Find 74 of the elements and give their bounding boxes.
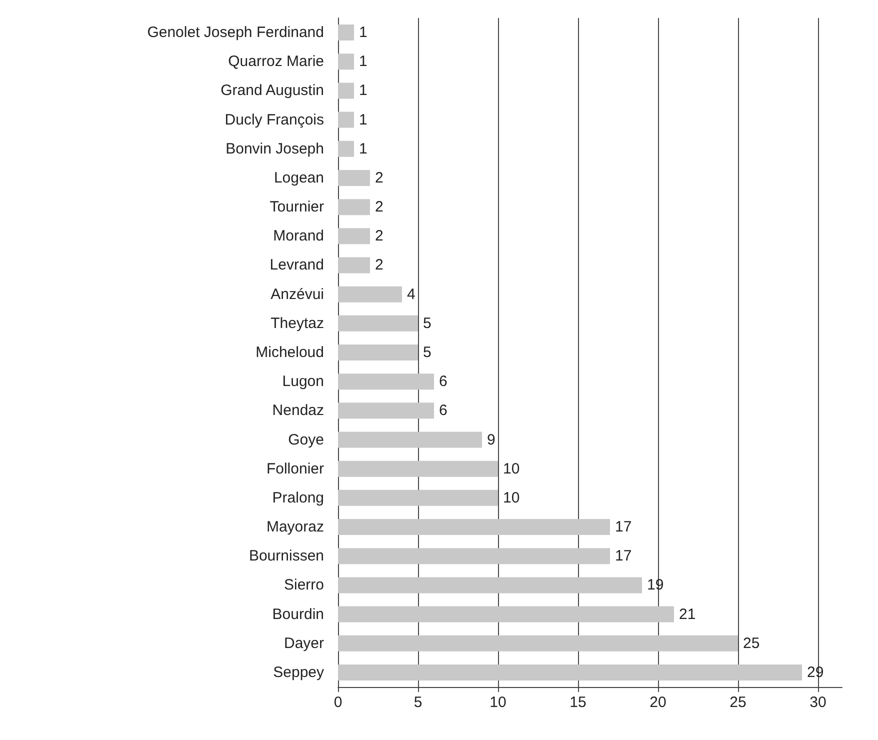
y-tick-label: Seppey bbox=[273, 664, 324, 681]
bar bbox=[338, 664, 802, 680]
bar bbox=[338, 140, 354, 157]
bar bbox=[338, 228, 370, 244]
bar bbox=[338, 257, 370, 274]
x-tick-label: 0 bbox=[334, 694, 342, 711]
y-tick-label: Genolet Joseph Ferdinand bbox=[147, 24, 324, 42]
bar bbox=[338, 402, 434, 419]
y-tick-label: Quarroz Marie bbox=[228, 53, 324, 70]
bar bbox=[338, 199, 370, 216]
data-label: 5 bbox=[423, 344, 432, 361]
bar bbox=[338, 519, 610, 536]
data-label: 17 bbox=[615, 518, 632, 536]
y-tick-label: Morand bbox=[273, 228, 324, 245]
y-tick-label: Follonier bbox=[266, 460, 324, 478]
data-label: 9 bbox=[487, 431, 496, 448]
bar bbox=[338, 344, 418, 360]
bar bbox=[338, 112, 354, 128]
x-tick-label: 25 bbox=[730, 694, 746, 711]
bar bbox=[338, 54, 354, 70]
bar bbox=[338, 548, 610, 564]
data-label: 1 bbox=[359, 24, 368, 42]
y-tick-label: Bourdin bbox=[272, 606, 324, 623]
data-label: 10 bbox=[503, 489, 520, 506]
y-tick-label: Theytaz bbox=[270, 314, 324, 332]
data-label: 6 bbox=[439, 373, 448, 390]
data-label: 25 bbox=[743, 634, 760, 652]
data-label: 2 bbox=[375, 256, 384, 274]
y-tick-label: Goye bbox=[288, 431, 324, 448]
data-label: 4 bbox=[407, 286, 416, 303]
bar bbox=[338, 315, 418, 332]
y-tick-label: Grand Augustin bbox=[220, 82, 324, 100]
bar bbox=[338, 432, 482, 448]
bar bbox=[338, 606, 674, 622]
y-tick-label: Micheloud bbox=[256, 344, 324, 361]
y-tick-label: Mayoraz bbox=[266, 518, 324, 536]
x-tick-label: 15 bbox=[570, 694, 586, 711]
bar bbox=[338, 490, 498, 506]
bar bbox=[338, 82, 354, 99]
data-label: 2 bbox=[375, 228, 384, 245]
data-label: 2 bbox=[375, 169, 384, 186]
bar bbox=[338, 460, 498, 477]
y-tick-label: Anzévui bbox=[270, 286, 324, 303]
data-label: 1 bbox=[359, 111, 368, 128]
y-tick-label: Dayer bbox=[284, 634, 324, 652]
y-tick-label: Pralong bbox=[272, 489, 324, 506]
data-label: 1 bbox=[359, 82, 368, 100]
y-tick-label: Ducly François bbox=[224, 111, 324, 128]
y-tick-label: Logean bbox=[274, 169, 324, 186]
data-label: 2 bbox=[375, 198, 384, 216]
bar bbox=[338, 374, 434, 390]
x-tick-label: 30 bbox=[810, 694, 826, 711]
bar bbox=[338, 635, 738, 652]
data-label: 17 bbox=[615, 548, 632, 565]
y-tick-label: Levrand bbox=[270, 256, 324, 274]
data-label: 21 bbox=[679, 606, 696, 623]
data-label: 1 bbox=[359, 53, 368, 70]
data-label: 10 bbox=[503, 460, 520, 478]
y-tick-label: Sierro bbox=[284, 576, 324, 594]
y-tick-label: Bonvin Joseph bbox=[226, 140, 324, 158]
data-label: 5 bbox=[423, 314, 432, 332]
x-tick-label: 10 bbox=[490, 694, 506, 711]
y-tick-label: Tournier bbox=[270, 198, 324, 216]
bar bbox=[338, 24, 354, 41]
bar bbox=[338, 286, 402, 302]
x-tick-label: 20 bbox=[650, 694, 666, 711]
x-tick-label: 5 bbox=[414, 694, 422, 711]
data-label: 6 bbox=[439, 402, 448, 420]
y-tick-label: Nendaz bbox=[272, 402, 324, 420]
data-label: 1 bbox=[359, 140, 368, 158]
y-tick-label: Lugon bbox=[282, 373, 324, 390]
bar bbox=[338, 170, 370, 186]
bar bbox=[338, 577, 642, 594]
y-tick-label: Bournissen bbox=[248, 548, 324, 565]
